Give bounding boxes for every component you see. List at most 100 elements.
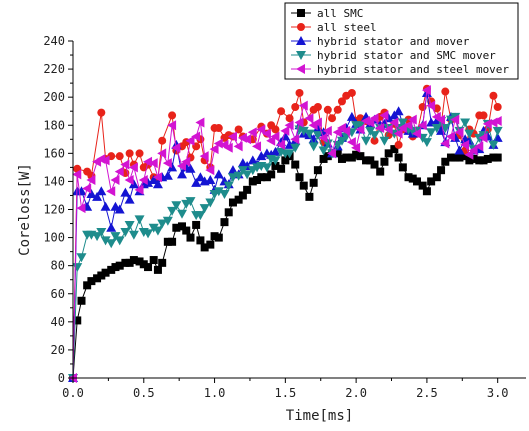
data-point xyxy=(365,117,375,128)
data-point xyxy=(227,131,237,142)
data-point xyxy=(290,134,300,145)
data-point xyxy=(478,132,488,143)
legend-marker xyxy=(297,23,305,31)
data-point xyxy=(96,227,107,237)
data-point xyxy=(135,257,144,266)
data-point xyxy=(134,184,144,195)
data-point xyxy=(407,114,417,125)
data-point xyxy=(73,316,82,325)
data-point xyxy=(125,258,134,267)
data-point xyxy=(213,169,224,179)
data-point xyxy=(479,156,488,165)
data-point xyxy=(205,175,216,185)
data-point xyxy=(256,124,266,135)
data-point xyxy=(261,163,272,173)
data-point xyxy=(168,111,177,120)
data-point xyxy=(380,157,389,166)
data-point xyxy=(277,164,286,173)
data-point xyxy=(375,123,385,134)
data-point xyxy=(461,152,470,161)
data-point xyxy=(247,155,258,165)
data-point xyxy=(270,131,280,142)
data-point xyxy=(144,263,153,272)
data-point xyxy=(233,141,243,152)
data-point xyxy=(285,114,294,123)
legend-label: all SMC xyxy=(317,7,363,20)
data-point xyxy=(177,169,188,179)
data-point xyxy=(128,179,139,189)
data-point xyxy=(432,173,441,182)
data-point xyxy=(243,185,252,194)
data-point xyxy=(199,204,210,214)
data-point xyxy=(168,237,177,246)
data-point xyxy=(492,126,503,136)
data-point xyxy=(276,139,286,150)
data-point xyxy=(271,161,280,170)
data-point xyxy=(210,232,219,241)
data-point xyxy=(284,120,294,131)
y-tick-label: 60 xyxy=(51,287,65,301)
data-point xyxy=(313,166,322,175)
data-point xyxy=(436,114,446,125)
data-point xyxy=(233,171,244,181)
data-point xyxy=(270,156,281,166)
data-point xyxy=(162,216,173,226)
data-point xyxy=(77,296,86,305)
data-point xyxy=(313,102,322,111)
data-point xyxy=(298,100,308,111)
y-tick-label: 140 xyxy=(43,174,65,188)
data-point xyxy=(152,179,163,189)
data-point xyxy=(465,156,474,165)
y-tick-label: 180 xyxy=(43,118,65,132)
legend-marker xyxy=(297,9,305,17)
data-point xyxy=(76,203,86,214)
data-point xyxy=(205,198,216,208)
data-point xyxy=(148,175,159,185)
data-point xyxy=(362,156,371,165)
data-point xyxy=(257,173,266,182)
data-point xyxy=(369,113,379,124)
legend-label: hybrid stator and mover xyxy=(317,35,470,48)
data-point xyxy=(200,243,209,252)
data-point xyxy=(167,206,178,216)
data-point xyxy=(242,170,253,180)
data-point xyxy=(110,175,120,186)
legend-label: hybrid stator and SMC mover xyxy=(317,49,496,62)
data-point xyxy=(167,120,177,131)
data-point xyxy=(234,125,243,134)
data-point xyxy=(398,163,407,172)
data-point xyxy=(86,189,97,199)
data-point xyxy=(107,265,116,274)
data-point xyxy=(418,181,427,190)
data-point xyxy=(261,128,271,139)
data-point xyxy=(441,87,450,96)
data-point xyxy=(267,170,276,179)
x-tick-label: 1.0 xyxy=(204,386,226,400)
data-point xyxy=(422,187,431,196)
y-tick-label: 240 xyxy=(43,34,65,48)
data-point xyxy=(256,151,267,161)
data-point xyxy=(394,153,403,162)
data-point xyxy=(192,220,201,229)
data-point xyxy=(468,145,478,156)
data-point xyxy=(253,176,262,185)
data-point xyxy=(390,145,399,154)
data-point xyxy=(421,85,431,96)
data-point xyxy=(333,149,342,158)
data-point xyxy=(355,121,366,131)
data-point xyxy=(214,233,223,242)
data-point xyxy=(333,105,342,114)
data-point xyxy=(220,218,229,227)
data-point xyxy=(157,219,168,229)
data-point xyxy=(224,208,233,217)
data-point xyxy=(171,201,182,211)
y-tick-label: 40 xyxy=(51,315,65,329)
y-tick-label: 120 xyxy=(43,203,65,217)
data-point xyxy=(277,107,286,116)
data-point xyxy=(403,120,413,131)
legend-item: hybrid stator and SMC mover xyxy=(291,49,496,62)
series-1 xyxy=(69,145,502,382)
axes: 0.0 0.5 1.0 1.5 2.0 2.5 3.0 0 20 40 60 80 100 120 140 1… xyxy=(43,34,526,400)
data-point xyxy=(186,233,195,242)
